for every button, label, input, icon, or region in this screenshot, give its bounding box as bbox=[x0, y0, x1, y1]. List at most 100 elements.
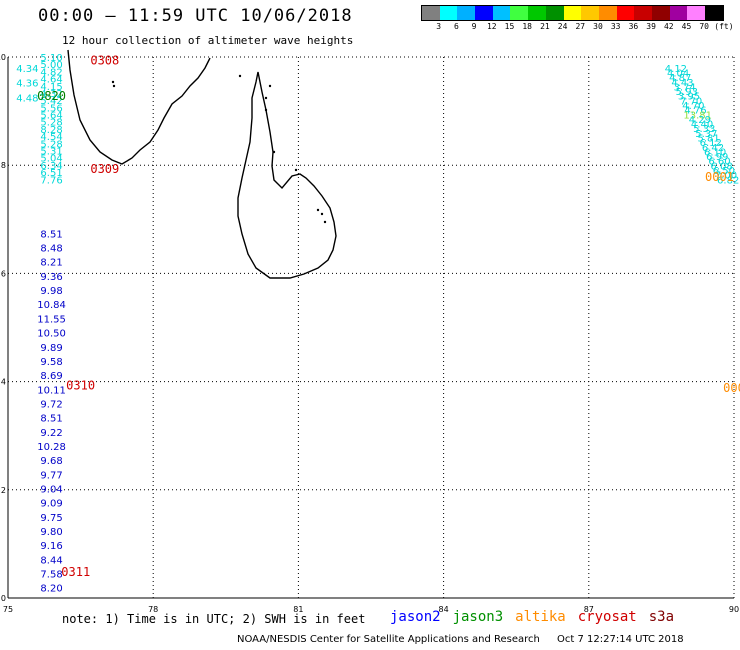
satellite-legend-item: s3a bbox=[648, 609, 675, 625]
wave-height-value: 4.40 bbox=[691, 120, 713, 131]
legend-label: 33 bbox=[610, 22, 621, 31]
wave-height-value: 9.09 bbox=[40, 499, 62, 510]
wave-height-value: 4.15 bbox=[40, 82, 62, 93]
legend-swatch bbox=[439, 6, 458, 20]
track-time-label: 0820 bbox=[37, 89, 66, 103]
wave-height-value: 7.58 bbox=[40, 570, 62, 581]
altimeter-tracks: 5.105.004.824.644.154.325.425.565.645.28… bbox=[16, 53, 739, 595]
wave-height-value: 6.42 bbox=[702, 143, 724, 154]
island-dot bbox=[294, 168, 298, 172]
wave-height-value: 6.10 bbox=[704, 147, 726, 158]
legend-label: 21 bbox=[540, 22, 550, 31]
india-coastline bbox=[67, 49, 211, 165]
wave-height-value: 4.12 bbox=[665, 64, 687, 75]
legend-label: 30 bbox=[593, 22, 603, 31]
legend-swatch bbox=[475, 6, 493, 20]
legend-label: 9 bbox=[471, 22, 477, 31]
wave-height-value: 4.64 bbox=[40, 75, 62, 86]
wave-height-value: 4.87 bbox=[669, 73, 691, 84]
track-time-label: 0308 bbox=[90, 54, 119, 68]
wave-height-value: 4.48 bbox=[16, 94, 38, 105]
wave-height-value: 4.70 bbox=[682, 101, 704, 112]
wave-height-value: 7.76 bbox=[40, 175, 62, 186]
wave-height-value: 6.50 bbox=[713, 166, 735, 177]
track-time-labels: 0308 0820 0309 0310 0311 0001 000 bbox=[37, 54, 740, 579]
lon-tick-label: 90 bbox=[729, 605, 739, 614]
legend-label: 27 bbox=[575, 22, 586, 31]
legend-swatch bbox=[669, 6, 688, 20]
lat-tick-label: 6 bbox=[1, 269, 6, 278]
legend-label: 45 bbox=[681, 22, 692, 31]
credit-timestamp: Oct 7 12:27:14 UTC 2018 bbox=[557, 634, 684, 645]
wave-height-value: 11.55 bbox=[37, 314, 66, 325]
wave-height-value: 8.21 bbox=[40, 258, 62, 269]
island-dot bbox=[272, 150, 276, 154]
island-dot bbox=[323, 220, 327, 224]
satellite-legend-item: jason2 bbox=[390, 609, 441, 625]
wave-height-value: 7.70 bbox=[680, 96, 702, 107]
legend-label: 6 bbox=[453, 22, 459, 31]
legend-swatch bbox=[651, 6, 670, 20]
wave-height-value: 5.56 bbox=[40, 103, 62, 114]
wave-height-value: 4.36 bbox=[16, 79, 38, 90]
lon-tick-label: 84 bbox=[439, 605, 449, 614]
legend-label: 42 bbox=[663, 22, 674, 31]
wave-height-value: 7.00 bbox=[715, 171, 737, 182]
legend-label: 39 bbox=[646, 22, 656, 31]
island-dot bbox=[111, 80, 115, 84]
map-subtitle: 12 hour collection of altimeter wave hei… bbox=[62, 34, 354, 47]
wave-height-value: 6.99 bbox=[706, 152, 728, 163]
lon-tick-label: 87 bbox=[584, 605, 594, 614]
map-title: 00:00 – 11:59 UTC 10/06/2018 bbox=[38, 6, 353, 26]
wave-height-value: 10.84 bbox=[37, 300, 66, 311]
wave-height-value: 9.80 bbox=[40, 527, 62, 538]
island-dot bbox=[264, 108, 268, 112]
wave-height-value: 8.28 bbox=[40, 125, 62, 136]
wave-height-value: 5.04 bbox=[40, 154, 62, 165]
legend-swatch bbox=[705, 6, 723, 20]
wave-height-value: 10.28 bbox=[37, 442, 66, 453]
island-dot bbox=[238, 74, 242, 78]
wave-height-value: 9.22 bbox=[40, 428, 62, 439]
footnote: note: 1) Time is in UTC; 2) SWH is in fe… bbox=[62, 612, 366, 626]
wave-height-value: 6.82 bbox=[717, 175, 739, 186]
wave-height-value: 3.74 bbox=[673, 82, 695, 93]
axis-tick-labels: 75 78 81 84 87 90 0 2 4 6 8 10 bbox=[0, 53, 739, 614]
lat-tick-label: 10 bbox=[0, 53, 6, 62]
track-time-label: 0310 bbox=[66, 378, 95, 392]
wave-height-value: 8.51 bbox=[40, 414, 62, 425]
wave-height-value: 4.32 bbox=[40, 89, 62, 100]
island-dot bbox=[268, 84, 272, 88]
wave-height-value: 5.10 bbox=[40, 53, 62, 64]
color-scale-legend bbox=[421, 5, 724, 21]
wave-height-value: 8.20 bbox=[40, 584, 62, 595]
track-time-label: 0311 bbox=[61, 565, 90, 579]
legend-unit: (ft) bbox=[714, 22, 734, 31]
legend-swatch bbox=[616, 6, 635, 20]
small-islands bbox=[111, 74, 327, 224]
wave-height-value: 9.72 bbox=[40, 399, 62, 410]
wave-height-value: 10.11 bbox=[37, 385, 66, 396]
lon-tick-label: 81 bbox=[293, 605, 303, 614]
wave-height-value: 9.68 bbox=[40, 456, 62, 467]
track-time-label: 000 bbox=[723, 381, 740, 395]
wave-height-value: 9.75 bbox=[40, 513, 62, 524]
satellite-legend-item: cryosat bbox=[577, 609, 637, 625]
wave-height-value: 9.77 bbox=[40, 470, 62, 481]
wave-height-value: 5.93 bbox=[676, 87, 698, 98]
wave-height-value: 5.81 bbox=[697, 133, 719, 144]
track-time-label: 0309 bbox=[90, 162, 119, 176]
sri-lanka-coastline bbox=[237, 71, 337, 279]
lat-tick-label: 8 bbox=[1, 161, 6, 170]
wave-height-value: 6.60 bbox=[708, 157, 730, 168]
wave-height-value: 5.64 bbox=[40, 111, 62, 122]
wave-height-value: 4.29 bbox=[689, 115, 711, 126]
wave-height-value: 8.69 bbox=[40, 371, 62, 382]
satellite-legend-item: jason3 bbox=[452, 609, 504, 625]
legend-label: 15 bbox=[504, 22, 515, 31]
wave-height-value: 6.51 bbox=[40, 168, 62, 179]
legend-label: 70 bbox=[699, 22, 710, 31]
wave-height-value: 8.44 bbox=[40, 555, 62, 566]
wave-height-value: 9.16 bbox=[40, 541, 62, 552]
wave-height-value: 8.48 bbox=[40, 244, 62, 255]
